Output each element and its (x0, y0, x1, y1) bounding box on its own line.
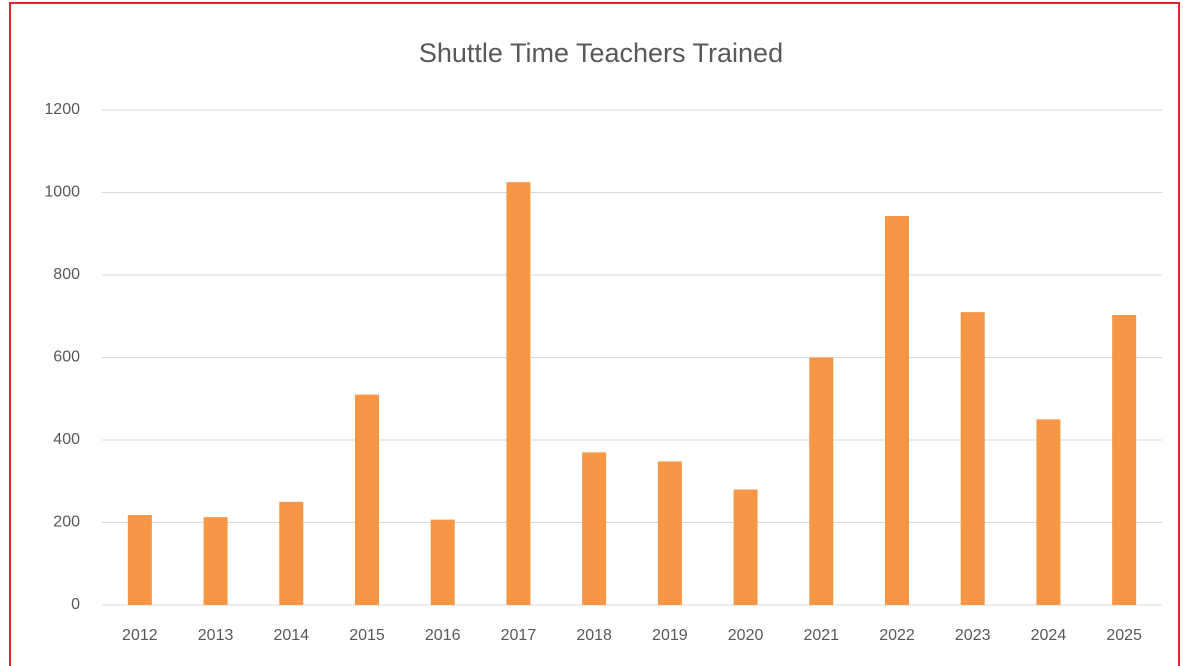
bar (885, 216, 909, 605)
x-tick-label: 2015 (349, 627, 385, 644)
bar (355, 394, 379, 605)
y-tick-label: 1200 (44, 101, 80, 118)
x-tick-label: 2017 (501, 627, 537, 644)
bar (657, 461, 682, 605)
x-tick-label: 2022 (879, 627, 915, 644)
x-tick-label: 2023 (955, 627, 991, 644)
bar (203, 517, 228, 605)
bar (279, 501, 304, 605)
y-tick-label: 600 (53, 349, 80, 366)
bar (960, 312, 985, 605)
y-tick-label: 200 (53, 514, 80, 531)
y-tick-label: 1000 (44, 184, 80, 201)
bar (582, 452, 607, 605)
x-tick-label: 2016 (425, 627, 461, 644)
bar (127, 515, 152, 605)
x-tick-label: 2012 (122, 627, 158, 644)
x-tick-label: 2014 (273, 627, 309, 644)
bar (809, 357, 834, 605)
chart-title: Shuttle Time Teachers Trained (419, 38, 783, 68)
bar (430, 519, 455, 605)
x-tick-label: 2025 (1106, 627, 1142, 644)
x-tick-label: 2020 (728, 627, 764, 644)
x-tick-label: 2024 (1031, 627, 1067, 644)
x-tick-label: 2018 (576, 627, 612, 644)
x-tick-label: 2019 (652, 627, 688, 644)
bar (506, 182, 531, 605)
y-tick-label: 400 (53, 431, 80, 448)
bar (1112, 315, 1137, 605)
y-tick-label: 800 (53, 266, 80, 283)
bar (733, 489, 758, 605)
x-tick-label: 2013 (198, 627, 234, 644)
y-tick-label: 0 (71, 596, 80, 613)
x-tick-label: 2021 (803, 627, 839, 644)
bar (1036, 419, 1061, 605)
